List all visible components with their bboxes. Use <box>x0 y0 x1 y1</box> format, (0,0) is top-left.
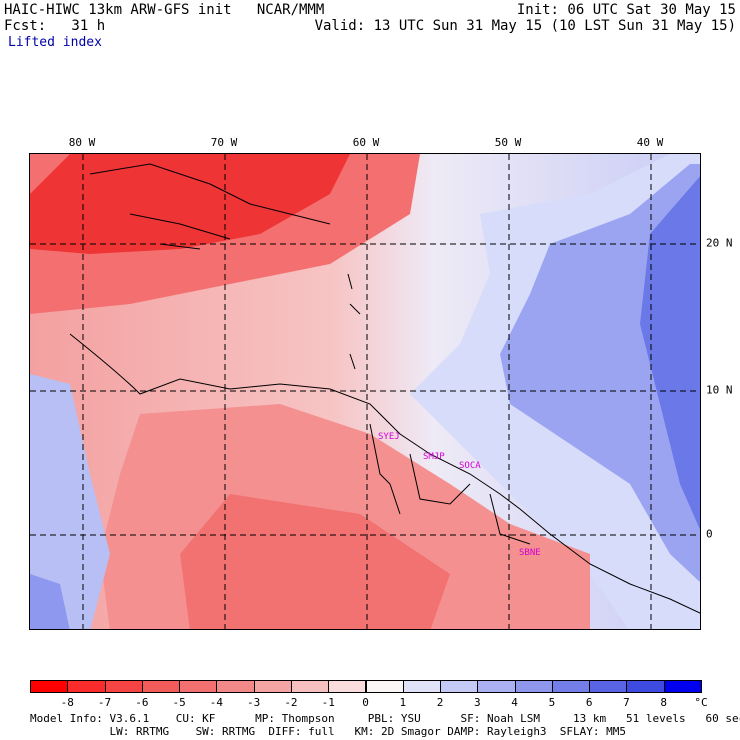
station-label: SBNE <box>519 548 541 558</box>
colorbar-swatch <box>328 680 367 693</box>
map-grid <box>30 154 700 629</box>
colorbar-tick-label: 2 <box>436 696 444 709</box>
colorbar-swatch <box>440 680 479 693</box>
field-negative-south-core <box>180 494 450 629</box>
colorbar-swatch <box>402 680 442 693</box>
init-time: Init: 06 UTC Sat 30 May 15 <box>516 2 736 18</box>
lat-label-10n: 10 N <box>706 383 733 397</box>
colorbar-tick-label: -7 <box>97 696 112 709</box>
colorbar-tick-label: -6 <box>135 696 149 709</box>
lat-label-20n: 20 N <box>706 236 733 250</box>
country-borders <box>369 423 531 545</box>
colorbar-swatch <box>104 680 143 693</box>
colorbar-swatch <box>365 680 404 693</box>
colorbar-tick-label: -3 <box>247 696 261 709</box>
field-positive-west <box>30 374 110 629</box>
lat-label-0: 0 <box>706 527 713 541</box>
model-info-line-1: Model Info: V3.6.1 CU: KF MP: Thompson P… <box>30 712 740 725</box>
model-info-line-2: LW: RRTMG SW: RRTMG DIFF: full KM: 2D Sm… <box>30 725 627 738</box>
colorbar-swatch <box>626 680 665 693</box>
colorbar-tick-label: -8 <box>60 696 74 709</box>
colorbar-swatch <box>67 680 106 693</box>
lon-label-80w: 80 W <box>68 136 96 149</box>
lon-label-70w: 70 W <box>210 136 238 149</box>
colorbar-swatch <box>179 680 218 693</box>
colorbar-swatch <box>551 680 591 693</box>
colorbar-tick-label: 3 <box>474 696 481 709</box>
colorbar-tick-label: -5 <box>172 696 186 709</box>
colorbar-swatch <box>253 680 292 693</box>
valid-time: Valid: 13 UTC Sun 31 May 15 (10 LST Sun … <box>314 18 736 34</box>
colorbar-tick-label: -4 <box>209 696 223 709</box>
colorbar-tick-label: 1 <box>399 696 407 709</box>
colorbar-tick-label: -2 <box>284 696 298 709</box>
colorbar-swatch <box>663 680 702 693</box>
field-strong-negative <box>30 154 350 254</box>
colorbar-swatch <box>477 680 516 693</box>
colorbar-tick-label: -1 <box>321 696 335 709</box>
field-positive-west-core <box>30 574 70 629</box>
lon-label-40w: 40 W <box>636 136 664 149</box>
colorbar-tick-label: 7 <box>623 696 630 709</box>
map-canvas <box>30 154 700 629</box>
colorbar-tick-label: 5 <box>548 696 556 709</box>
colorbar-swatch <box>30 680 69 693</box>
station-label: SMJP <box>423 452 445 462</box>
coastline-lesser-antilles <box>347 273 361 370</box>
station-label: SOCA <box>459 461 481 471</box>
model-title: HAIC-HIWC 13km ARW-GFS init NCAR/MMM <box>4 2 325 18</box>
colorbar-tick-label: 0 <box>362 696 369 709</box>
lon-label-60w: 60 W <box>352 136 380 149</box>
station-label: SYEJ <box>378 432 400 442</box>
colorbar-unit: °C <box>694 696 708 709</box>
colorbar-tick-label: 8 <box>660 696 668 709</box>
lon-label-50w: 50 W <box>494 136 522 149</box>
colorbar-tick-label: 4 <box>511 696 518 709</box>
lifted-index-map[interactable] <box>29 153 701 630</box>
field-strong-positive <box>640 176 700 530</box>
field-name: Lifted index <box>8 35 102 50</box>
coastline-caribbean-islands <box>89 163 331 250</box>
colorbar-swatch <box>290 680 330 693</box>
colorbar-swatch <box>216 680 255 693</box>
forecast-hour: Fcst: 31 h <box>4 18 106 34</box>
colorbar-swatch <box>141 680 181 693</box>
colorbar-swatch <box>589 680 628 693</box>
colorbar-swatch <box>514 680 553 693</box>
colorbar-tick-label: 6 <box>585 696 593 709</box>
coastline-south-america <box>69 333 700 614</box>
